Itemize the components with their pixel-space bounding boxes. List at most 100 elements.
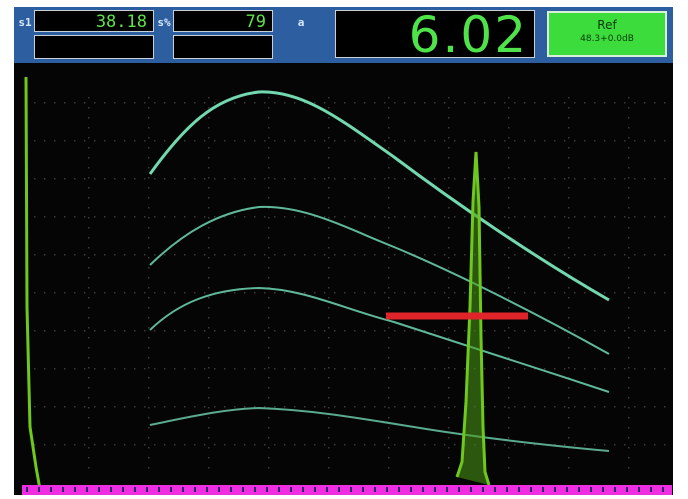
grid-dot [88, 247, 90, 249]
grid-dot [364, 140, 366, 142]
grid-dot [508, 197, 510, 199]
grid-dot [508, 117, 510, 119]
baseline-tick [146, 487, 148, 492]
reference-button[interactable]: Ref 48.3+0.0dB [547, 11, 667, 57]
grid-dot [164, 102, 166, 104]
grid-dot [164, 140, 166, 142]
grid-dot [624, 216, 626, 218]
grid-dot [328, 297, 330, 299]
grid-dot [344, 368, 346, 370]
grid-dot [568, 367, 570, 369]
grid-dot [554, 102, 556, 104]
baseline-tick [446, 487, 448, 492]
grid-dot [634, 330, 636, 332]
grid-dot [644, 330, 646, 332]
grid-dot [54, 216, 56, 218]
grid-dot [448, 227, 450, 229]
grid-dot [448, 257, 450, 259]
grid-dot [628, 187, 630, 189]
grid-dot [344, 254, 346, 256]
baseline-tick [74, 487, 76, 492]
grid-dot [268, 147, 270, 149]
grid-dot [144, 444, 146, 446]
grid-dot [54, 406, 56, 408]
grid-dot [148, 357, 150, 359]
grid-dot [124, 330, 126, 332]
grid-dot [208, 337, 210, 339]
grid-dot [334, 292, 336, 294]
grid-dot [554, 254, 556, 256]
grid-dot [328, 107, 330, 109]
grid-dot [534, 330, 536, 332]
grid-dot [284, 254, 286, 256]
grid-dot [174, 102, 176, 104]
main-measurement-value: 6.02 [408, 6, 528, 64]
grid-dot [208, 417, 210, 419]
grid-dot [404, 102, 406, 104]
grid-dot [474, 102, 476, 104]
grid-dot [334, 330, 336, 332]
grid-dot [314, 330, 316, 332]
grid-dot [254, 216, 256, 218]
grid-dot [34, 178, 36, 180]
grid-dot [148, 367, 150, 369]
grid-dot [224, 292, 226, 294]
grid-dot [208, 327, 210, 329]
grid-dot [268, 457, 270, 459]
grid-dot [94, 406, 96, 408]
grid-dot [208, 297, 210, 299]
grid-dot [448, 137, 450, 139]
grid-dot [388, 407, 390, 409]
grid-dot [284, 216, 286, 218]
grid-dot [448, 167, 450, 169]
grid-dot [88, 347, 90, 349]
grid-dot [464, 330, 466, 332]
grid-dot [134, 140, 136, 142]
grid-dot [504, 406, 506, 408]
grid-dot [254, 406, 256, 408]
grid-dot [628, 237, 630, 239]
grid-dot [208, 347, 210, 349]
grid-dot [88, 207, 90, 209]
grid-dot [274, 330, 276, 332]
grid-dot [208, 257, 210, 259]
grid-dot [564, 292, 566, 294]
grid-dot [264, 444, 266, 446]
grid-dot [654, 444, 656, 446]
grid-dot [514, 140, 516, 142]
grid-dot [268, 467, 270, 469]
grid-dot [448, 347, 450, 349]
grid-dot [464, 368, 466, 370]
grid-dot [268, 217, 270, 219]
grid-dot [74, 254, 76, 256]
grid-dot [254, 330, 256, 332]
grid-dot [208, 397, 210, 399]
grid-dot [74, 368, 76, 370]
grid-dot [268, 267, 270, 269]
grid-dot [448, 267, 450, 269]
grid-dot [414, 444, 416, 446]
grid-dot [94, 292, 96, 294]
grid-dot [328, 247, 330, 249]
baseline-tick [134, 487, 136, 492]
grid-dot [448, 157, 450, 159]
grid-dot [328, 127, 330, 129]
grid-dot [214, 216, 216, 218]
grid-dot [388, 187, 390, 189]
grid-dot [304, 140, 306, 142]
grid-dot [88, 417, 90, 419]
grid-dot [388, 167, 390, 169]
grid-dot [44, 368, 46, 370]
grid-dot [644, 178, 646, 180]
grid-dot [448, 397, 450, 399]
grid-dot [404, 444, 406, 446]
grid-dot [628, 217, 630, 219]
grid-dot [444, 102, 446, 104]
grid-dot [434, 406, 436, 408]
grid-dot [584, 254, 586, 256]
grid-dot [388, 287, 390, 289]
grid-dot [464, 292, 466, 294]
grid-dot [268, 397, 270, 399]
grid-dot [144, 178, 146, 180]
grid-dot [114, 254, 116, 256]
